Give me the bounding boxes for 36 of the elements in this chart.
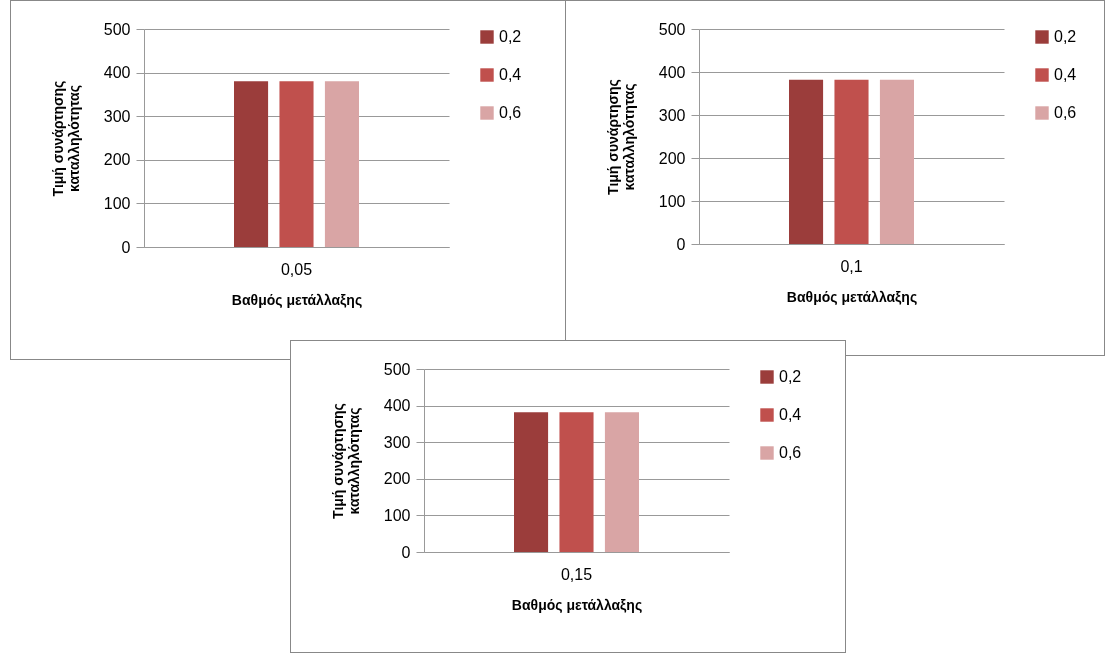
legend-label: 0,4 [499,66,522,83]
y-tick-label: 200 [658,149,686,167]
legend-label: 0,4 [1054,66,1077,83]
y-tick-label: 300 [103,107,131,125]
y-tick-label: 200 [383,470,411,488]
legend-label: 0,4 [779,406,802,423]
y-tick-label: 400 [383,397,411,415]
legend-label: 0,2 [779,368,802,385]
y-tick-label: 100 [383,506,411,524]
x-axis-title: Βαθμός μετάλλαξης [511,596,643,613]
y-tick-label: 500 [103,20,131,38]
y-tick-label: 500 [658,20,686,38]
legend-label: 0,6 [499,104,522,121]
y-axis-title: Τιμή συνάρτησης καταλληλότητας [49,80,82,197]
y-tick-label: 0 [676,235,686,253]
x-tick-label: 0,05 [280,260,313,278]
y-axis-title: Τιμή συνάρτησης καταλληλότητας [604,79,637,195]
y-tick-label: 0 [121,238,131,256]
y-tick-label: 100 [103,194,131,212]
y-tick-label: 200 [103,151,131,169]
y-tick-label: 300 [658,106,686,124]
y-tick-label: 400 [658,63,686,81]
y-tick-label: 400 [103,64,131,82]
x-tick-label: 0,15 [560,565,593,583]
legend-label: 0,2 [499,28,522,45]
y-tick-label: 500 [383,360,411,378]
x-tick-label: 0,1 [840,257,863,275]
legend-label: 0,6 [779,444,802,461]
y-tick-label: 300 [383,433,411,451]
y-tick-label: 100 [658,192,686,210]
x-axis-title: Βαθμός μετάλλαξης [231,291,363,308]
y-axis-title: Τιμή συνάρτησης καταλληλότητας [329,403,362,519]
x-axis-title: Βαθμός μετάλλαξης [786,288,918,305]
y-tick-label: 0 [401,543,411,561]
legend-label: 0,2 [1054,28,1077,45]
legend-label: 0,6 [1054,104,1077,121]
